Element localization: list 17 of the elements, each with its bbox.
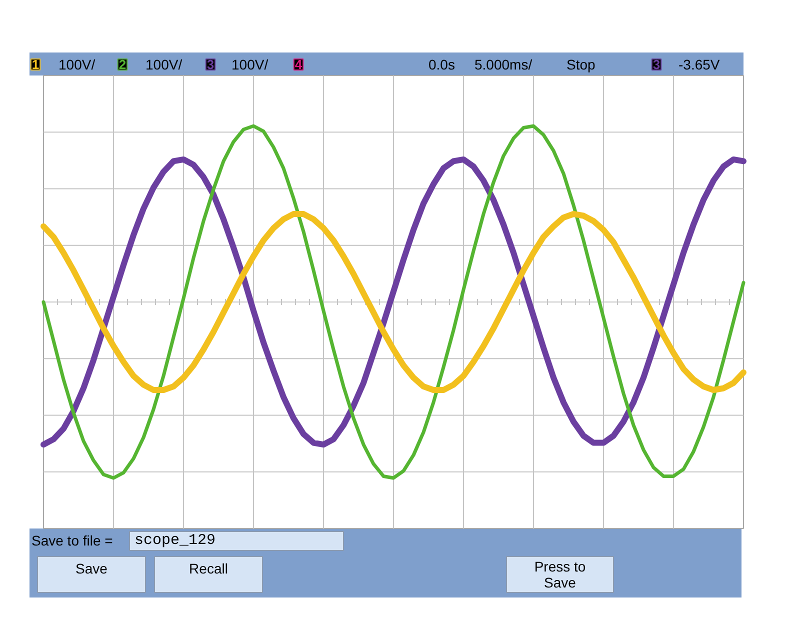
text: 2: [118, 57, 126, 72]
text: -3.65V: [678, 56, 720, 72]
text: Save: [76, 560, 108, 576]
text: 100V/: [146, 56, 182, 72]
text: Stop: [566, 56, 596, 72]
text: 100V/: [232, 56, 268, 72]
text: 0.0s: [428, 56, 455, 72]
text: Press to Save: [534, 558, 586, 590]
text: 5.000ms/: [474, 56, 532, 72]
text: 3: [206, 57, 214, 72]
text: 1: [32, 57, 40, 72]
text: 100V/: [58, 56, 96, 72]
text: 3: [652, 57, 660, 72]
text: scope_129: [134, 532, 216, 549]
text: 4: [294, 57, 303, 72]
text: Recall: [189, 560, 228, 576]
text: Save to file =: [32, 532, 113, 548]
